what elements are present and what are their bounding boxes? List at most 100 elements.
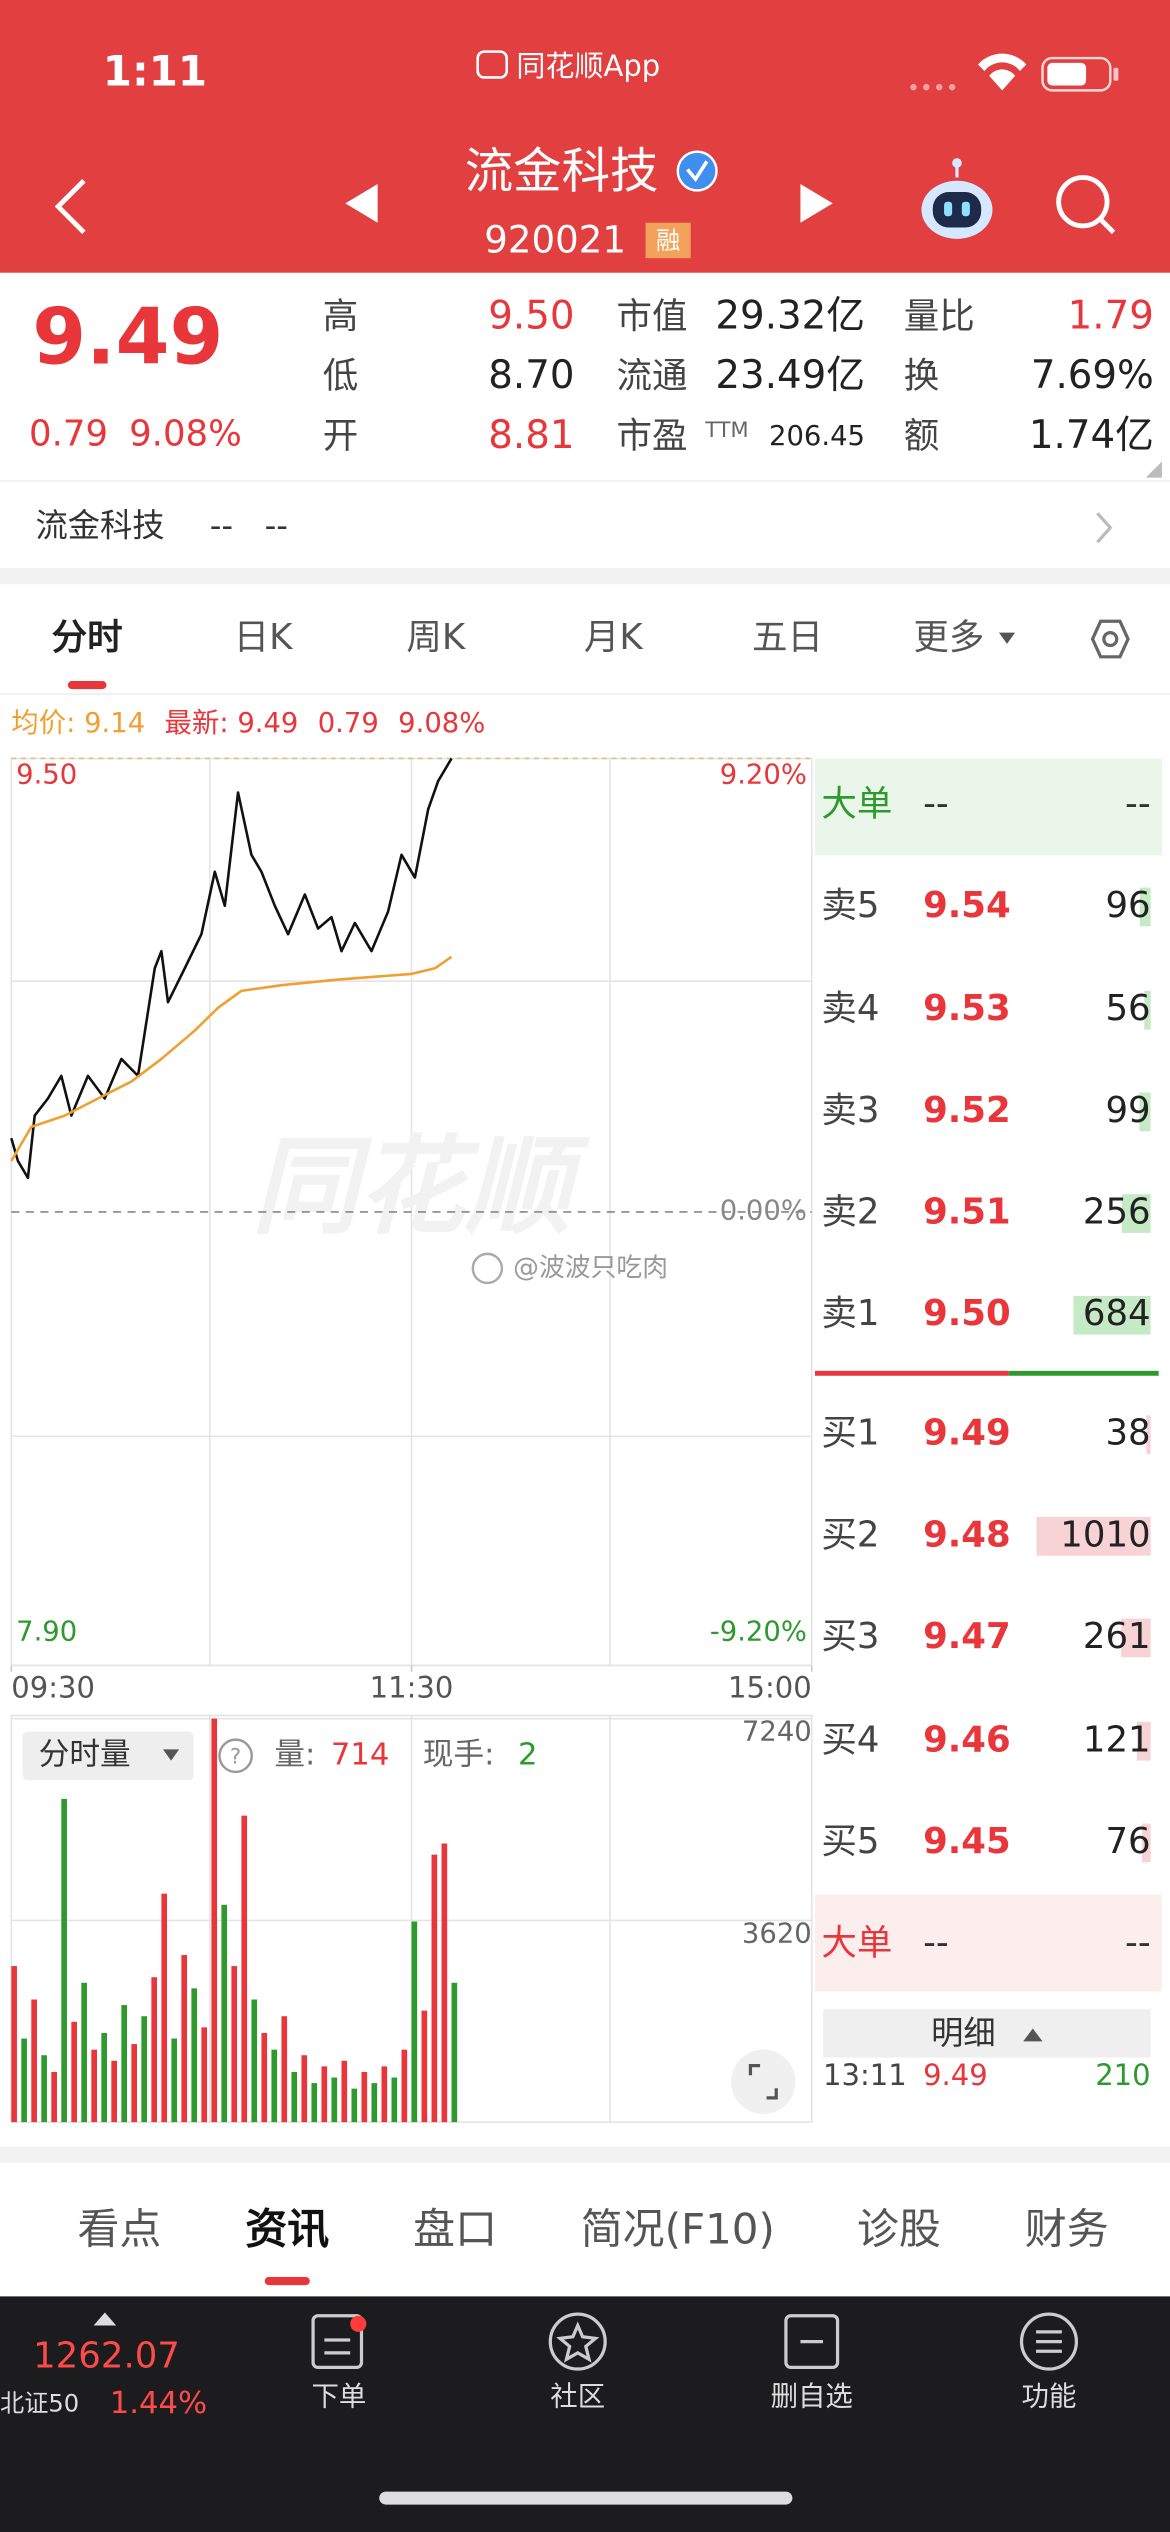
y-tick-label: 9.50 [16, 760, 77, 791]
detail-button-bg[interactable] [823, 2009, 1151, 2058]
book-label: 卖1 [821, 1293, 879, 1334]
info-tab[interactable]: 财务 [1025, 2204, 1109, 2253]
home-indicator [379, 2491, 793, 2505]
help-mark: ? [230, 1744, 241, 1768]
chart-tab[interactable]: 更多 [913, 617, 984, 658]
volume-bar [101, 2032, 107, 2123]
help-icon[interactable] [218, 1738, 253, 1774]
info-tab[interactable]: 资讯 [245, 2204, 329, 2253]
book-label: 买1 [821, 1413, 879, 1454]
trade-list: 13:11 9.49 210 [823, 2058, 1151, 2092]
x-tick-label: 11:30 [370, 1671, 454, 1705]
chart-annotation: 0.79 [318, 708, 379, 739]
chart-tab[interactable]: 月K [584, 617, 645, 658]
big-order-value: -- [923, 1923, 949, 1964]
stock-name: 流金科技 [465, 143, 659, 199]
x-tick-label: 09:30 [11, 1671, 95, 1705]
depth-bar [1136, 1721, 1151, 1761]
price-change-pct: 9.08% [129, 414, 242, 455]
big-order-value: -- [1125, 1923, 1151, 1964]
volume-bar [161, 1893, 168, 2123]
depth-bar [1121, 1194, 1151, 1233]
prev-stock[interactable] [345, 183, 378, 223]
index-name: 北证50 [0, 2390, 79, 2418]
info-tab[interactable]: 简况(F10) [581, 2204, 775, 2253]
robot-button[interactable] [921, 158, 993, 239]
field-label: 市值 [616, 296, 687, 337]
depth-bar [1036, 1516, 1151, 1556]
news-value: -- [210, 507, 233, 545]
volume-tick-label: 3620 [742, 1918, 812, 1949]
nav-item[interactable]: 功能 [1022, 2382, 1077, 2413]
search-button[interactable] [1056, 175, 1116, 235]
book-price: 9.54 [923, 885, 1011, 926]
info-tab[interactable]: 看点 [77, 2204, 161, 2253]
watermark-user: @波波只吃肉 [513, 1253, 668, 1283]
index-value[interactable]: 1262.07 [33, 2336, 180, 2377]
last-price: 9.49 [32, 293, 223, 383]
expand-corner[interactable] [1145, 461, 1162, 478]
volume-bar [231, 1966, 238, 2123]
volume-bar [411, 1921, 418, 2123]
index-pct: 1.44% [110, 2386, 207, 2421]
chart-tab[interactable]: 分时 [52, 617, 123, 658]
volume-bar [41, 2055, 47, 2123]
book-volume: 256 [1083, 1192, 1151, 1233]
volume-bar [111, 2060, 117, 2123]
fullscreen-button[interactable] [731, 2049, 796, 2115]
depth-bar [1073, 1295, 1151, 1335]
price-change: 0.79 [29, 414, 108, 455]
volume-bar [321, 2066, 328, 2123]
chart-annotation: 均价: 9.14 [11, 708, 145, 739]
volume-bar [81, 1982, 87, 2123]
volume-value: 714 [331, 1737, 390, 1772]
trade-time: 13:11 [823, 2058, 907, 2092]
book-volume: 38 [1105, 1413, 1150, 1454]
book-volume: 56 [1105, 988, 1150, 1029]
back-button[interactable] [54, 179, 86, 235]
field-label: 额 [904, 415, 940, 456]
volume-selector[interactable]: 分时量 [39, 1737, 131, 1772]
nav-icons [311, 2312, 1079, 2371]
detail-button[interactable]: 明细 [931, 2014, 996, 2052]
status-time: 1:11 [103, 47, 207, 96]
nav-item[interactable]: 下单 [311, 2382, 366, 2413]
chart-tab[interactable]: 周K [406, 617, 467, 658]
field-value: 9.50 [488, 293, 574, 338]
field-value: 7.69% [1031, 353, 1154, 398]
info-tab[interactable]: 诊股 [857, 2204, 941, 2253]
chart-tab[interactable]: 日K [234, 617, 295, 658]
depth-bar [1146, 1415, 1151, 1455]
info-tab[interactable]: 盘口 [413, 2204, 497, 2253]
price-line [10, 955, 453, 1162]
volume-bar [401, 2049, 408, 2123]
chart-annotation: 9.08% [398, 708, 485, 739]
detail-arrow [1023, 2028, 1043, 2042]
verified-check [686, 160, 709, 183]
volume-bar [121, 2005, 128, 2123]
book-label: 卖3 [821, 1090, 879, 1131]
book-price: 9.46 [923, 1719, 1011, 1760]
volume-bar [211, 1718, 218, 2123]
settings-button[interactable] [1090, 619, 1130, 659]
volume-bar [421, 2010, 428, 2123]
book-label: 卖4 [821, 988, 879, 1029]
depth-bar [1121, 1618, 1151, 1658]
book-volume: 261 [1083, 1616, 1151, 1657]
volume-bar [381, 2066, 388, 2123]
volume-bar [441, 1843, 448, 2123]
nav-item[interactable]: 删自选 [771, 2382, 853, 2413]
news-value: -- [265, 507, 288, 545]
chart-tab[interactable]: 五日 [752, 617, 823, 658]
volume-bar [451, 1982, 458, 2123]
volume-selector-bg[interactable] [22, 1731, 194, 1780]
verified-badge [676, 150, 718, 192]
depth-bar [1142, 1823, 1151, 1863]
separator [0, 568, 1170, 585]
next-stock[interactable] [800, 183, 833, 223]
volume-bar [31, 1999, 37, 2123]
watermark-logo: 同花顺 [252, 1125, 591, 1249]
nav-item[interactable]: 社区 [550, 2382, 605, 2413]
y2-tick-label: 9.20% [720, 760, 807, 791]
news-row[interactable]: 流金科技 -- -- [36, 507, 1113, 545]
